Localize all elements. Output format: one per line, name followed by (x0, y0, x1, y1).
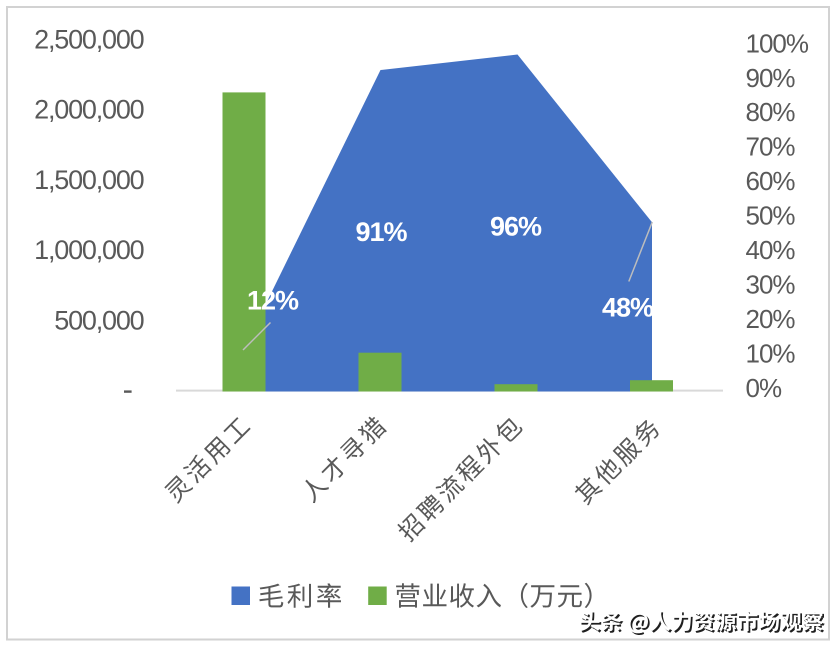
svg-text:70%: 70% (746, 132, 796, 162)
svg-text:30%: 30% (746, 270, 796, 300)
svg-text:500,000: 500,000 (54, 305, 143, 335)
svg-text:100%: 100% (746, 28, 809, 58)
svg-text:48%: 48% (602, 293, 654, 323)
svg-text:90%: 90% (746, 63, 796, 93)
svg-text:80%: 80% (746, 97, 796, 127)
svg-text:40%: 40% (746, 235, 796, 265)
svg-text:50%: 50% (746, 201, 796, 231)
svg-text:0%: 0% (746, 373, 782, 403)
svg-text:1,500,000: 1,500,000 (34, 165, 143, 195)
svg-text:96%: 96% (490, 212, 542, 242)
svg-text:20%: 20% (746, 304, 796, 334)
svg-text:10%: 10% (746, 338, 796, 368)
svg-text:60%: 60% (746, 166, 796, 196)
svg-text:1,000,000: 1,000,000 (34, 235, 143, 265)
svg-text:2,000,000: 2,000,000 (34, 95, 143, 125)
svg-text:91%: 91% (355, 217, 407, 247)
svg-text:2,500,000: 2,500,000 (34, 25, 143, 55)
svg-text:12%: 12% (247, 286, 299, 316)
